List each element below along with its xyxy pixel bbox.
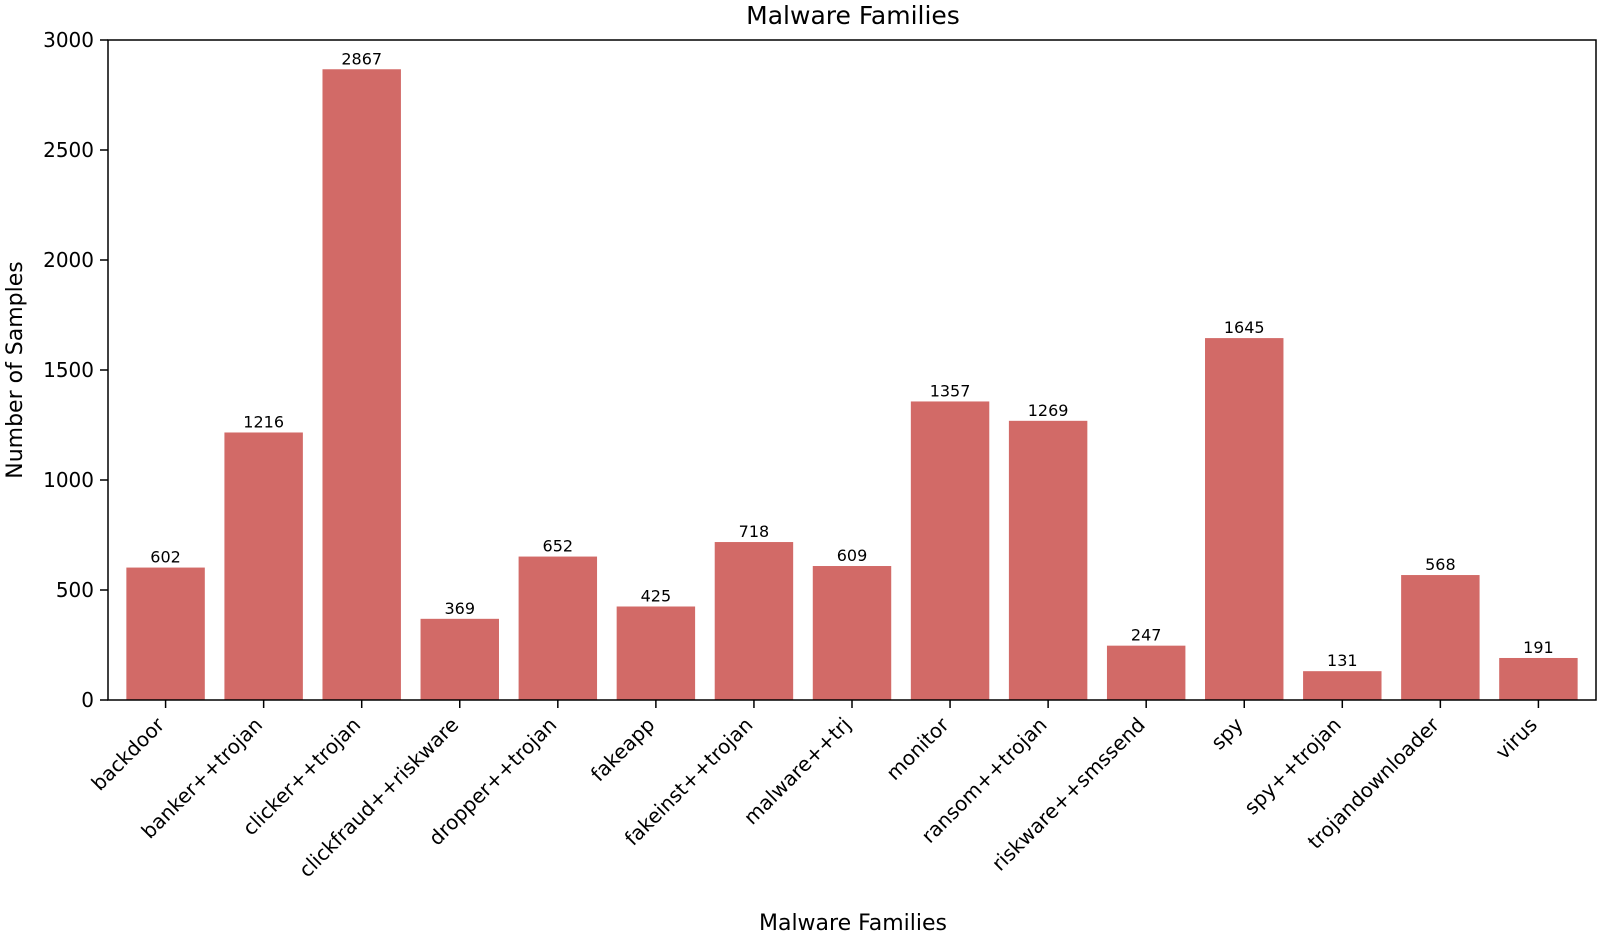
x-tick-label: monitor [881,712,954,785]
bars-group [126,69,1578,700]
bar [616,606,696,700]
bar-value-label: 652 [543,537,574,556]
plot-frame [107,39,1597,701]
y-tick-label: 1500 [43,358,94,382]
y-tick-label: 500 [56,578,94,602]
y-tick-label: 2000 [43,248,94,272]
bar-value-label: 247 [1131,626,1162,645]
bar [126,567,205,700]
bar [1106,645,1186,700]
bar [1499,657,1578,700]
bar [910,401,990,700]
bar-value-label: 602 [150,548,181,567]
bar [322,69,401,700]
x-tick-label: spy++trojan [1239,713,1346,820]
y-tick-label: 0 [81,688,94,712]
x-axis-ticks: backdoorbanker++trojanclicker++trojancli… [86,700,1542,882]
chart-title: Malware Families [746,1,960,30]
bar-value-label: 191 [1523,638,1554,657]
y-axis-label: Number of Samples [3,261,28,479]
bar [224,432,303,700]
bar [518,556,598,700]
bar-value-label: 1357 [930,381,971,400]
bar [1008,420,1088,700]
x-tick-label: spy [1206,712,1248,754]
y-axis-ticks: 0 500 1000 1500 2000 2500 3000 [43,28,108,712]
x-tick-label: clickfraud++riskware [294,713,463,882]
bar [714,542,794,700]
bar [812,566,892,700]
y-tick-label: 1000 [43,468,94,492]
value-labels-group: 602 1216 2867 369 652 425 718 609 1357 1269 247 164… [150,49,1553,670]
bar-value-label: 131 [1327,651,1358,670]
bar-value-label: 369 [444,599,475,618]
bar [1205,338,1284,700]
bar [1401,575,1480,700]
y-tick-label: 3000 [43,28,94,52]
bar-value-label: 1269 [1028,401,1069,420]
bar-value-label: 1216 [243,412,284,431]
y-tick-label: 2500 [43,138,94,162]
bar-value-label: 609 [837,546,868,565]
x-tick-label: virus [1491,713,1542,764]
bar-value-label: 2867 [341,49,382,68]
bar [1303,671,1382,700]
x-tick-label: fakeapp [586,713,660,787]
x-tick-label: backdoor [86,712,169,795]
bar-value-label: 568 [1425,555,1456,574]
bar-value-label: 1645 [1224,318,1265,337]
x-axis-label: Malware Families [759,911,947,934]
bar [420,618,499,700]
bar-value-label: 718 [739,522,770,541]
bar-value-label: 425 [641,587,672,606]
